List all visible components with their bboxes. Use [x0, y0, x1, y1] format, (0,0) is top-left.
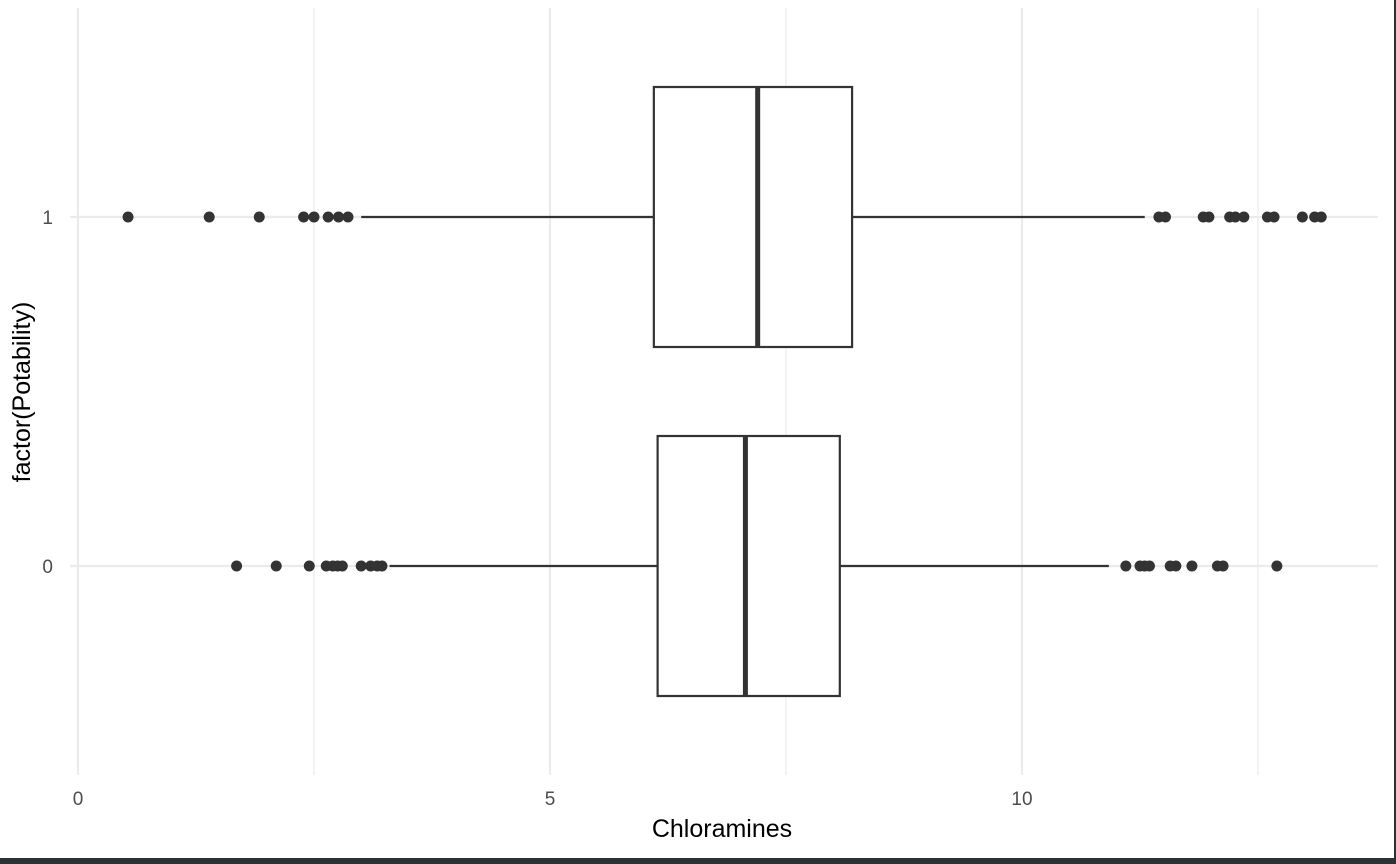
outlier-point [1159, 211, 1171, 223]
y-tick-label: 1 [42, 208, 53, 229]
outlier-point [336, 560, 348, 572]
window-right-edge [1394, 0, 1396, 864]
outlier-point [308, 211, 320, 223]
outlier-point [231, 560, 243, 572]
outlier-point [253, 211, 265, 223]
outlier-point [203, 211, 215, 223]
outlier-point [298, 211, 310, 223]
iqr-box [652, 85, 854, 349]
box-category-1 [122, 85, 1327, 349]
x-axis-title: Chloramines [652, 815, 792, 843]
outlier-point [1217, 560, 1229, 572]
outlier-point [1296, 211, 1308, 223]
outlier-point [322, 211, 334, 223]
x-tick-labels: 0 5 10 [73, 789, 1033, 810]
outlier-point [1271, 560, 1283, 572]
y-tick-label: 0 [42, 557, 53, 578]
y-tick-labels: 10 [42, 208, 53, 578]
outlier-point [333, 211, 345, 223]
outlier-point [122, 211, 134, 223]
outlier-point [376, 560, 388, 572]
x-tick-label: 5 [545, 789, 556, 810]
y-axis-title: factor(Potability) [8, 302, 36, 483]
iqr-box [656, 434, 841, 698]
outlier-point [270, 560, 282, 572]
x-tick-label: 10 [1011, 789, 1032, 810]
window-bottom-edge [0, 858, 1396, 864]
outlier-point [1268, 211, 1280, 223]
outlier-point [1238, 211, 1250, 223]
outlier-point [1203, 211, 1215, 223]
outlier-point [1315, 211, 1327, 223]
outlier-point [1170, 560, 1182, 572]
outlier-point [1186, 560, 1198, 572]
outlier-point [1143, 560, 1155, 572]
outlier-point [1229, 211, 1241, 223]
box-category-0 [231, 434, 1283, 698]
box-group [122, 85, 1327, 698]
outlier-point [1120, 560, 1132, 572]
outlier-point [342, 211, 354, 223]
outlier-point [303, 560, 315, 572]
x-tick-label: 0 [73, 789, 84, 810]
outlier-point [355, 560, 367, 572]
